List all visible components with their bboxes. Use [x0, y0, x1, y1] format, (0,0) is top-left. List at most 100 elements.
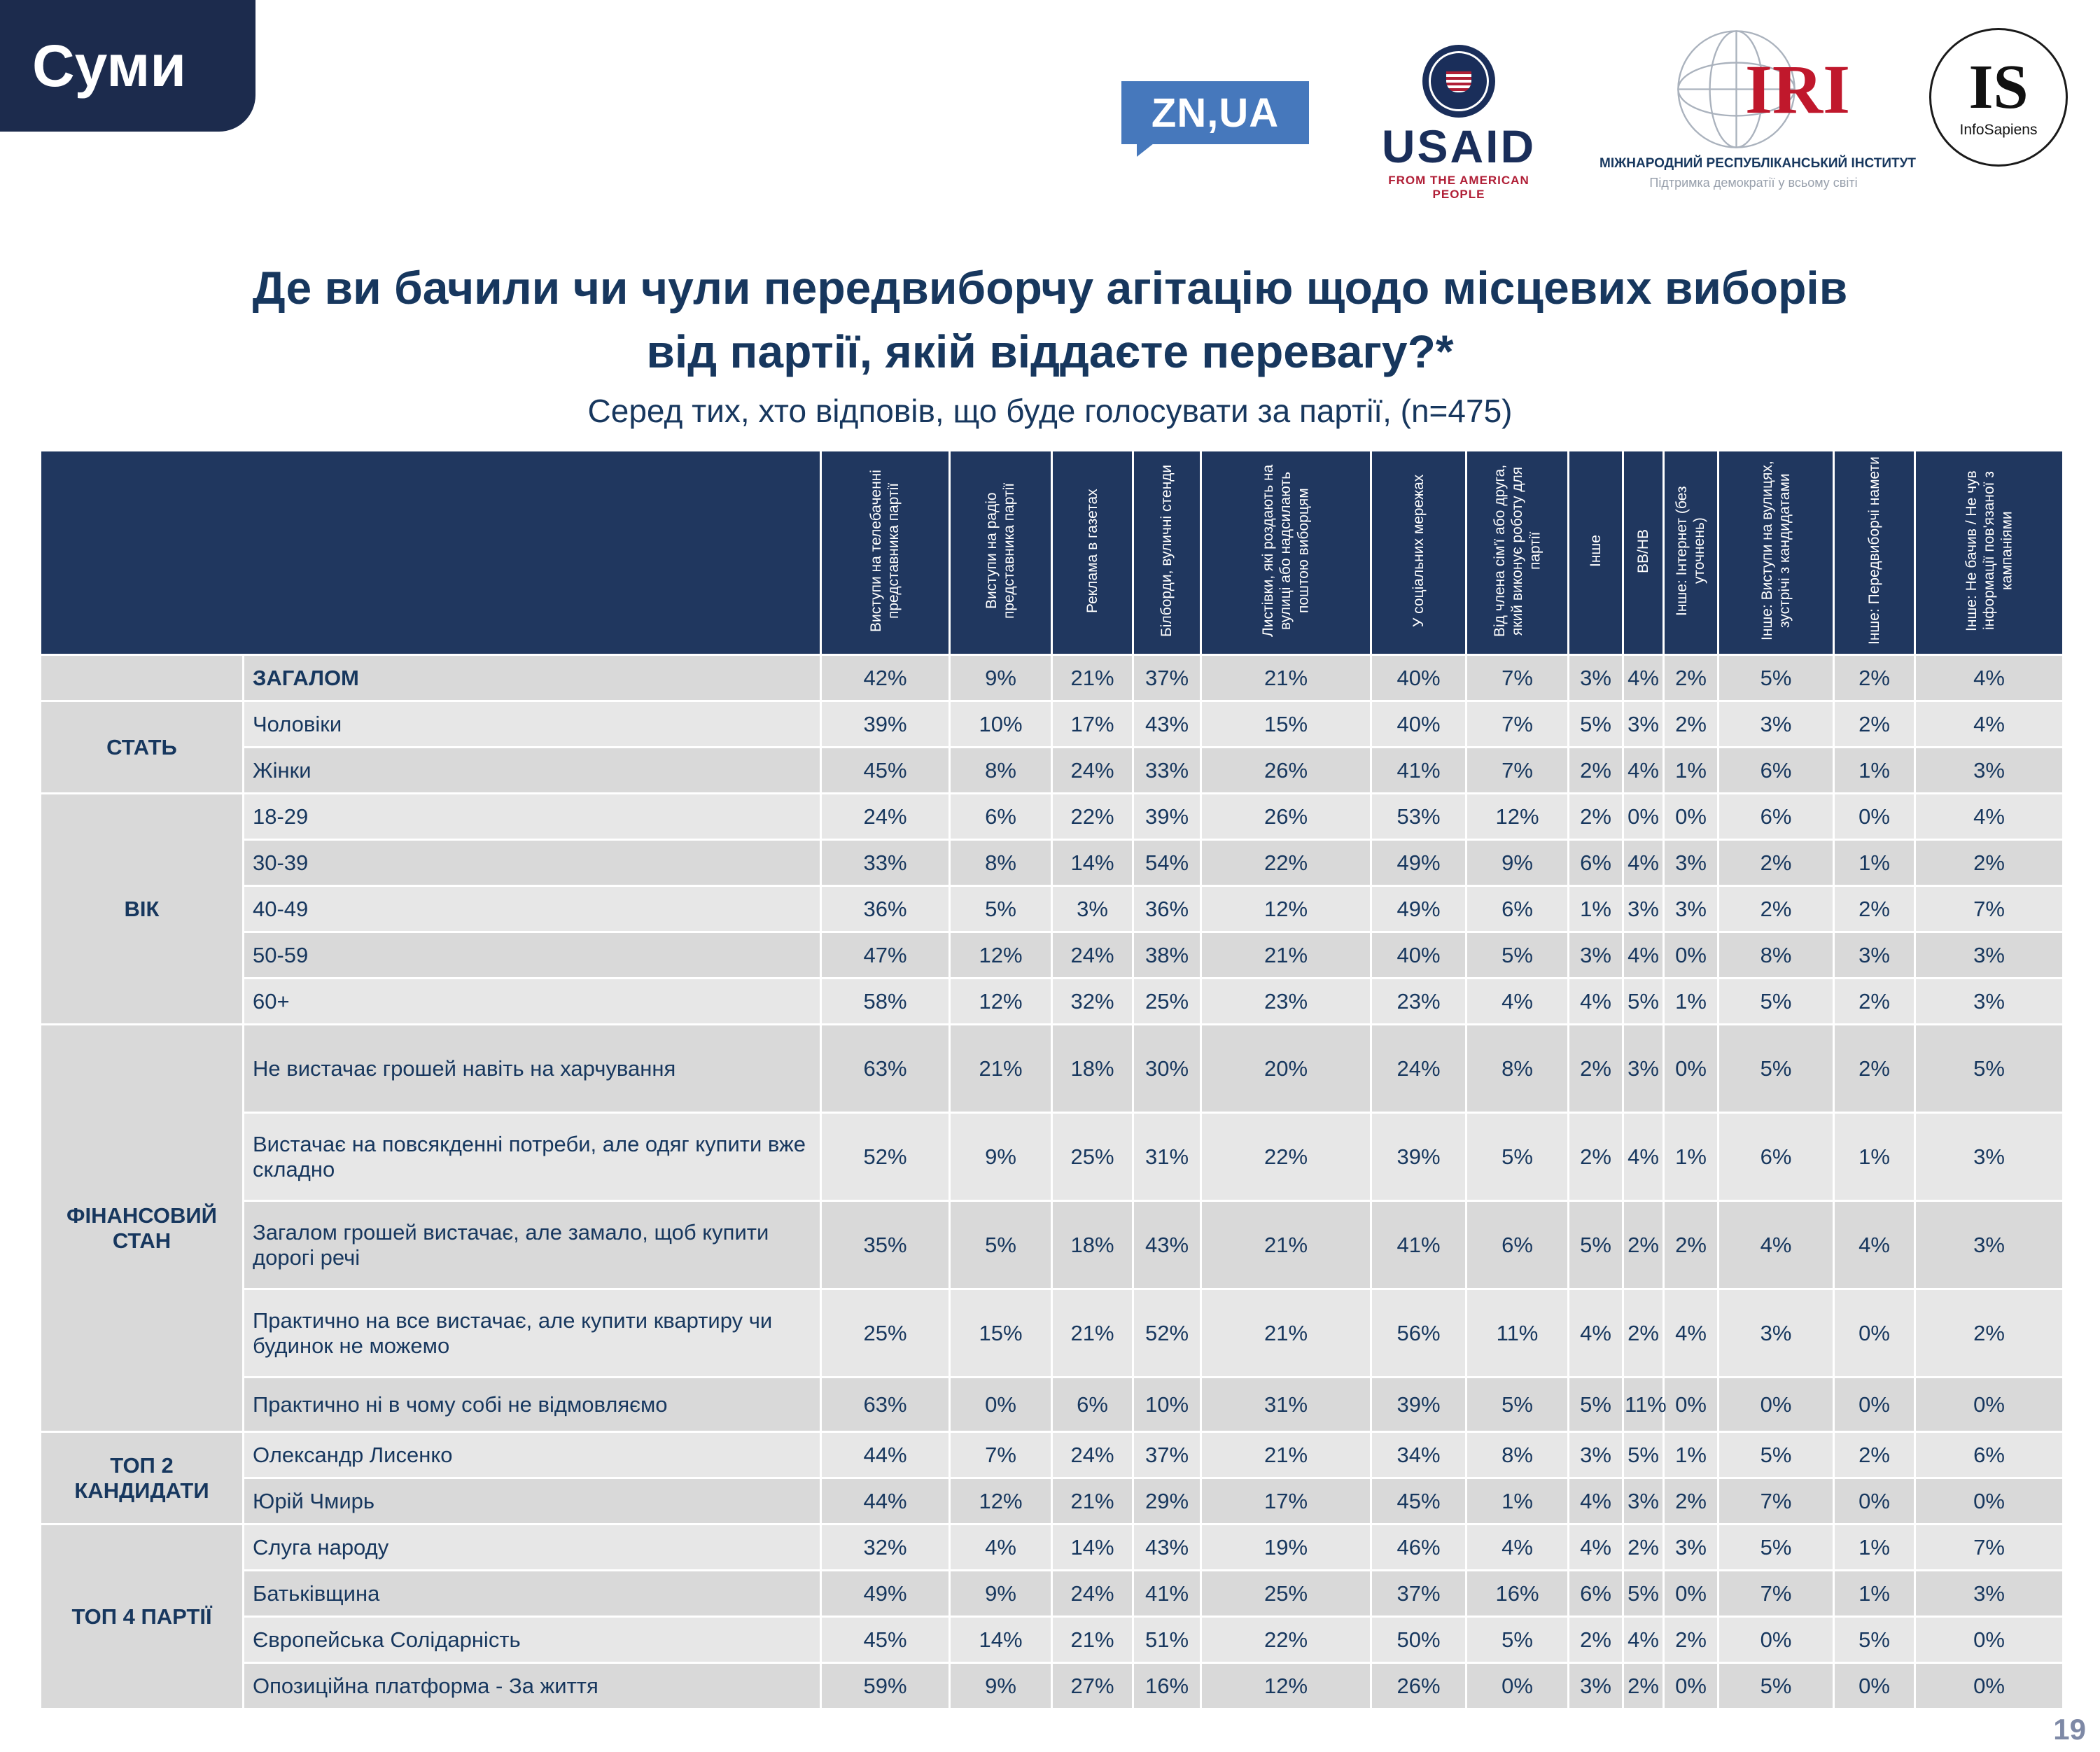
- row-group-label: [39, 654, 244, 702]
- value-cell: 5%: [1622, 1569, 1665, 1618]
- value-cell: 6%: [948, 792, 1053, 841]
- value-cell: 0%: [1833, 1288, 1916, 1378]
- value-cell: 21%: [1200, 654, 1372, 702]
- value-cell: 40%: [1370, 654, 1467, 702]
- value-cell: 2%: [1833, 700, 1916, 748]
- value-cell: 21%: [1200, 931, 1372, 979]
- value-cell: 24%: [1370, 1023, 1467, 1114]
- value-cell: 3%: [1567, 1662, 1624, 1710]
- value-cell: 3%: [1914, 1112, 2064, 1202]
- table-row: Батьківщина 49% 9% 24% 41% 25% 37% 16% 6% 5% 0% 7% 1…: [41, 1569, 2064, 1618]
- value-cell: 2%: [1914, 1288, 2064, 1378]
- row-group-label: ВІК: [39, 792, 244, 1025]
- value-cell: 2%: [1833, 1431, 1916, 1479]
- value-cell: 5%: [1833, 1616, 1916, 1664]
- value-cell: 8%: [1717, 931, 1835, 979]
- column-header: Реклама в газетах: [1051, 449, 1134, 656]
- value-cell: 5%: [948, 1200, 1053, 1290]
- column-header: ВВ/НВ: [1622, 449, 1665, 656]
- value-cell: 8%: [948, 746, 1053, 794]
- value-cell: 21%: [1200, 1288, 1372, 1378]
- value-cell: 10%: [948, 700, 1053, 748]
- value-cell: 6%: [1465, 885, 1569, 933]
- table-row: 50-59 47% 12% 24% 38% 21% 40% 5% 3% 4% 0% 8% 3% 3%: [41, 931, 2064, 979]
- value-cell: 4%: [1567, 1523, 1624, 1571]
- value-cell: 3%: [1717, 700, 1835, 748]
- value-cell: 31%: [1132, 1112, 1202, 1202]
- row-group-label: ТОП 4 ПАРТІЇ: [39, 1523, 244, 1710]
- row-label: 40-49: [242, 885, 822, 933]
- table-row: Вистачає на повсякденні потреби, але одя…: [41, 1112, 2064, 1202]
- value-cell: 0%: [1833, 1477, 1916, 1525]
- znua-logo-text: ZN,UA: [1151, 90, 1280, 136]
- title-line1: Де ви бачили чи чули передвиборчу агітац…: [252, 262, 1848, 314]
- row-label: Загалом грошей вистачає, але замало, щоб…: [242, 1200, 822, 1290]
- value-cell: 6%: [1051, 1376, 1134, 1433]
- value-cell: 7%: [1914, 1523, 2064, 1571]
- value-cell: 63%: [820, 1376, 951, 1433]
- table-corner-cell: [39, 449, 822, 656]
- value-cell: 1%: [1567, 885, 1624, 933]
- value-cell: 4%: [1567, 977, 1624, 1025]
- value-cell: 37%: [1132, 1431, 1202, 1479]
- value-cell: 2%: [1622, 1523, 1665, 1571]
- usaid-seal-icon: [1422, 45, 1495, 118]
- value-cell: 7%: [1717, 1477, 1835, 1525]
- value-cell: 5%: [1717, 1523, 1835, 1571]
- value-cell: 4%: [1622, 931, 1665, 979]
- value-cell: 3%: [1914, 931, 2064, 979]
- value-cell: 31%: [1200, 1376, 1372, 1433]
- row-group-label: ФІНАНСОВИЙ СТАН: [39, 1023, 244, 1433]
- column-header-label: Реклама в газетах: [1084, 489, 1100, 613]
- value-cell: 0%: [948, 1376, 1053, 1433]
- infosapiens-circle-icon: IS InfoSapiens: [1929, 28, 2068, 167]
- page-title: Де ви бачили чи чули передвиборчу агітац…: [84, 256, 2016, 384]
- table-row: ЗАГАЛОМ 42% 9% 21% 37% 21% 40% 7% 3% 4% 2% 5% 2% 4%: [39, 654, 2064, 702]
- value-cell: 1%: [1833, 1569, 1916, 1618]
- value-cell: 7%: [1465, 746, 1569, 794]
- value-cell: 2%: [1914, 839, 2064, 887]
- value-cell: 9%: [948, 1112, 1053, 1202]
- column-header-label: У соціальних мережах: [1410, 474, 1427, 628]
- value-cell: 4%: [1622, 1112, 1665, 1202]
- value-cell: 2%: [1717, 885, 1835, 933]
- value-cell: 5%: [1465, 931, 1569, 979]
- value-cell: 5%: [1465, 1112, 1569, 1202]
- row-group-label: ТОП 2 КАНДИДАТИ: [39, 1431, 244, 1525]
- value-cell: 8%: [1465, 1431, 1569, 1479]
- row-label: Вистачає на повсякденні потреби, але одя…: [242, 1112, 822, 1202]
- row-label: Олександр Лисенко: [242, 1431, 822, 1479]
- value-cell: 17%: [1051, 700, 1134, 748]
- value-cell: 50%: [1370, 1616, 1467, 1664]
- value-cell: 25%: [1051, 1112, 1134, 1202]
- value-cell: 4%: [1914, 700, 2064, 748]
- globe-icon: [1677, 30, 1795, 148]
- column-header: Інше: Виступи на вулицях, зустрічі з кан…: [1717, 449, 1835, 656]
- iri-tagline: Підтримка демократії у всьому світі: [1649, 176, 1858, 190]
- value-cell: 9%: [948, 1569, 1053, 1618]
- column-header-label: Інше: Передвиборчі намети: [1865, 456, 1882, 645]
- value-cell: 36%: [1132, 885, 1202, 933]
- value-cell: 17%: [1200, 1477, 1372, 1525]
- value-cell: 10%: [1132, 1376, 1202, 1433]
- row-group-label: СТАТЬ: [39, 700, 244, 794]
- value-cell: 6%: [1465, 1200, 1569, 1290]
- value-cell: 21%: [1051, 1288, 1134, 1378]
- value-cell: 49%: [820, 1569, 951, 1618]
- value-cell: 1%: [1662, 1431, 1719, 1479]
- value-cell: 2%: [1717, 839, 1835, 887]
- value-cell: 6%: [1567, 839, 1624, 887]
- row-label: 50-59: [242, 931, 822, 979]
- value-cell: 4%: [1567, 1477, 1624, 1525]
- value-cell: 7%: [1465, 700, 1569, 748]
- value-cell: 44%: [820, 1477, 951, 1525]
- value-cell: 0%: [1662, 1569, 1719, 1618]
- infosapiens-logo: IS InfoSapiens: [1929, 28, 2068, 167]
- value-cell: 4%: [1465, 977, 1569, 1025]
- usaid-logo: USAID FROM THE AMERICAN PEOPLE: [1364, 45, 1554, 202]
- value-cell: 53%: [1370, 792, 1467, 841]
- value-cell: 21%: [1200, 1431, 1372, 1479]
- value-cell: 0%: [1914, 1376, 2064, 1433]
- value-cell: 3%: [1622, 885, 1665, 933]
